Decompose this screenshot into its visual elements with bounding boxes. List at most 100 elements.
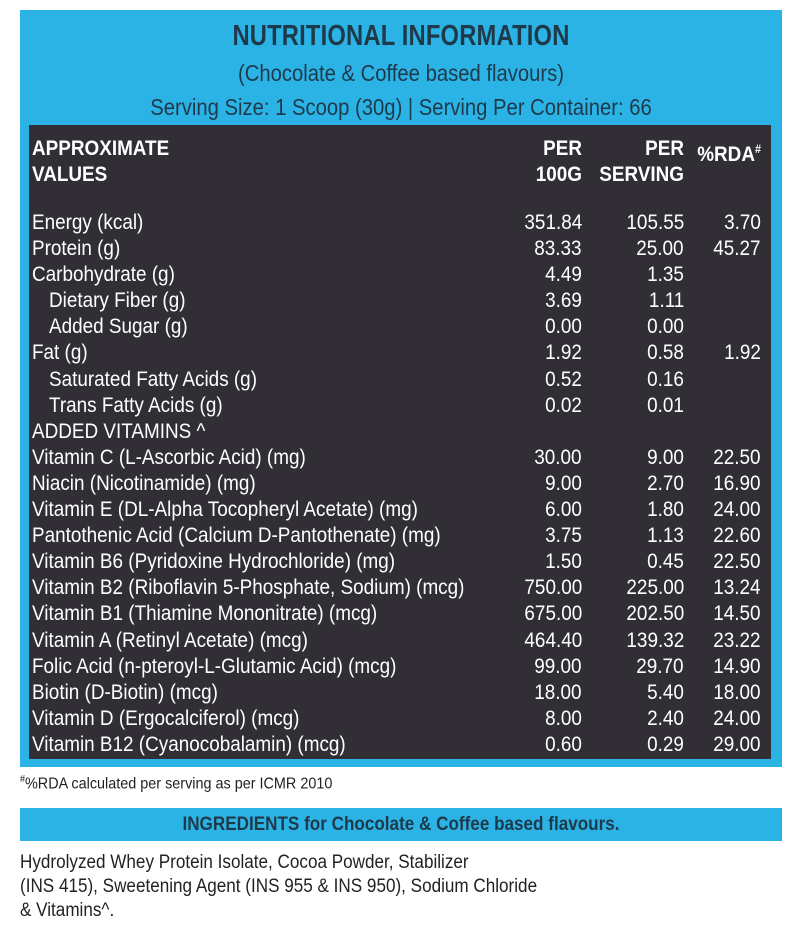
value-per-100g: 0.00 (545, 315, 582, 339)
nutrition-table: APPROXIMATE VALUES PER 100G PER SERVING … (29, 125, 771, 759)
column-header-values: APPROXIMATE VALUES (32, 136, 302, 188)
value-per-100g: 464.40 (524, 628, 582, 652)
table-row: Vitamin B1 (Thiamine Mononitrate) (mcg) 6… (29, 601, 771, 627)
nutrient-label: Dietary Fiber (g) (49, 289, 186, 313)
value-per-100g: 351.84 (524, 211, 582, 234)
value-per-serving: 0.01 (647, 393, 684, 417)
value-per-100g: 9.00 (545, 471, 582, 495)
nutrient-label: Vitamin B12 (Cyanocobalamin) (mcg) (32, 732, 346, 756)
column-header-line: VALUES (32, 163, 108, 186)
value-per-serving: 105.55 (626, 211, 684, 234)
table-row: Vitamin D (Ergocalciferol) (mcg) 8.00 2.40… (29, 706, 771, 732)
value-per-100g: 750.00 (524, 576, 582, 600)
table-row: Fat (g) 1.92 0.58 1.92 (29, 340, 771, 366)
ingredients-line: & Vitamins^. (20, 900, 115, 921)
column-header-line: SERVING (599, 163, 684, 186)
nutrient-label: Saturated Fatty Acids (g) (49, 367, 257, 391)
nutrient-label: Trans Fatty Acids (g) (49, 393, 223, 417)
value-rda: 29.00 (713, 732, 761, 756)
value-per-100g: 1.92 (545, 341, 582, 365)
page-title: NUTRITIONAL INFORMATION (232, 20, 570, 52)
value-per-serving: 0.00 (647, 315, 684, 339)
nutrient-label: Vitamin E (DL-Alpha Tocopheryl Acetate) … (32, 498, 418, 522)
table-row: Vitamin E (DL-Alpha Tocopheryl Acetate) … (29, 497, 771, 523)
ingredients-text: Hydrolyzed Whey Protein Isolate, Cocoa P… (20, 851, 632, 923)
nutrient-label: Added Sugar (g) (49, 315, 188, 339)
value-rda: 18.00 (713, 680, 761, 704)
nutrient-label: Vitamin B1 (Thiamine Mononitrate) (mcg) (32, 602, 378, 626)
ingredients-header-bar: INGREDIENTS for Chocolate & Coffee based… (20, 808, 782, 841)
nutrient-label: Pantothenic Acid (Calcium D-Pantothenate… (32, 524, 441, 548)
nutrient-label: Vitamin A (Retinyl Acetate) (mcg) (32, 628, 308, 652)
rda-footnote-mark: # (754, 142, 761, 156)
nutrient-label: Folic Acid (n-pteroyl-L-Glutamic Acid) (… (32, 654, 397, 678)
value-rda: 16.90 (713, 471, 761, 495)
value-per-serving: 202.50 (626, 602, 684, 626)
column-header-line: PER (543, 137, 582, 160)
value-rda: 14.90 (713, 654, 761, 678)
value-per-serving: 1.11 (648, 289, 684, 313)
column-header-line: APPROXIMATE (32, 137, 170, 160)
table-row: Vitamin B12 (Cyanocobalamin) (mcg) 0.60 0.… (29, 732, 771, 758)
table-row: Vitamin A (Retinyl Acetate) (mcg) 464.40 1… (29, 628, 771, 654)
nutrient-label: Vitamin C (L-Ascorbic Acid) (mg) (32, 445, 306, 469)
value-per-serving: 0.58 (647, 341, 684, 365)
value-rda: 14.50 (713, 602, 761, 626)
value-per-serving: 9.00 (647, 445, 684, 469)
value-per-serving: 2.70 (647, 471, 684, 495)
value-per-100g: 3.75 (545, 524, 582, 548)
table-row: Vitamin B2 (Riboflavin 5-Phosphate, Sodi… (29, 575, 771, 601)
nutrient-label: Energy (kcal) (32, 211, 144, 234)
footnote-mark: # (20, 774, 26, 785)
nutrient-label: ADDED VITAMINS ^ (32, 419, 206, 443)
value-per-serving: 1.35 (647, 263, 684, 287)
value-per-100g: 0.52 (545, 367, 582, 391)
subtitle: (Chocolate & Coffee based flavours) (238, 60, 564, 86)
column-header-line: 100G (535, 163, 582, 186)
nutrient-label: Biotin (D-Biotin) (mcg) (32, 680, 218, 704)
nutrient-label: Protein (g) (32, 237, 121, 261)
value-per-100g: 4.49 (545, 263, 582, 287)
value-rda: 23.22 (713, 628, 761, 652)
value-rda: 1.92 (724, 341, 761, 365)
table-row: Protein (g) 83.33 25.00 45.27 (29, 236, 771, 262)
value-per-serving: 139.32 (626, 628, 684, 652)
value-per-100g: 8.00 (545, 706, 582, 730)
value-per-serving: 0.45 (647, 550, 684, 574)
footnote-text: %RDA calculated per serving as per ICMR … (25, 775, 333, 793)
value-per-serving: 1.13 (647, 524, 684, 548)
value-rda: 3.70 (724, 211, 761, 234)
table-row: Trans Fatty Acids (g) 0.02 0.01 (29, 393, 771, 419)
value-rda: 45.27 (713, 237, 761, 261)
value-rda: 24.00 (713, 498, 761, 522)
value-per-100g: 1.50 (545, 550, 582, 574)
table-row: Folic Acid (n-pteroyl-L-Glutamic Acid) (… (29, 654, 771, 680)
table-row: Vitamin C (L-Ascorbic Acid) (mg) 30.00 9.0… (29, 445, 771, 471)
ingredients-line: Hydrolyzed Whey Protein Isolate, Cocoa P… (20, 852, 469, 873)
value-rda: 22.50 (713, 445, 761, 469)
column-header-per100g: PER 100G (474, 136, 582, 188)
nutrient-label: Fat (g) (32, 341, 88, 365)
value-per-100g: 0.02 (545, 393, 582, 417)
value-rda: 22.60 (713, 524, 761, 548)
value-per-serving: 29.70 (636, 654, 684, 678)
nutrient-label: Vitamin B6 (Pyridoxine Hydrochloride) (m… (32, 550, 396, 574)
ingredients-line: (INS 415), Sweetening Agent (INS 955 & I… (20, 876, 538, 897)
value-per-serving: 1.80 (647, 498, 684, 522)
value-per-serving: 225.00 (626, 576, 684, 600)
value-rda: 13.24 (713, 576, 761, 600)
value-per-serving: 0.16 (647, 367, 684, 391)
table-row: Saturated Fatty Acids (g) 0.52 0.16 (29, 367, 771, 393)
column-header-rda: %RDA# (680, 136, 761, 168)
nutrient-label: Vitamin B2 (Riboflavin 5-Phosphate, Sodi… (32, 576, 465, 600)
value-per-100g: 675.00 (524, 602, 582, 626)
value-rda: 22.50 (713, 550, 761, 574)
value-per-100g: 3.69 (545, 289, 582, 313)
value-per-100g: 6.00 (545, 498, 582, 522)
column-header-per-serving: PER SERVING (576, 136, 684, 188)
nutrient-label: Niacin (Nicotinamide) (mg) (32, 471, 256, 495)
value-per-serving: 2.40 (647, 706, 684, 730)
value-per-100g: 0.60 (545, 732, 582, 756)
column-header-line: %RDA (697, 143, 755, 166)
table-row: Vitamin B6 (Pyridoxine Hydrochloride) (m… (29, 549, 771, 575)
